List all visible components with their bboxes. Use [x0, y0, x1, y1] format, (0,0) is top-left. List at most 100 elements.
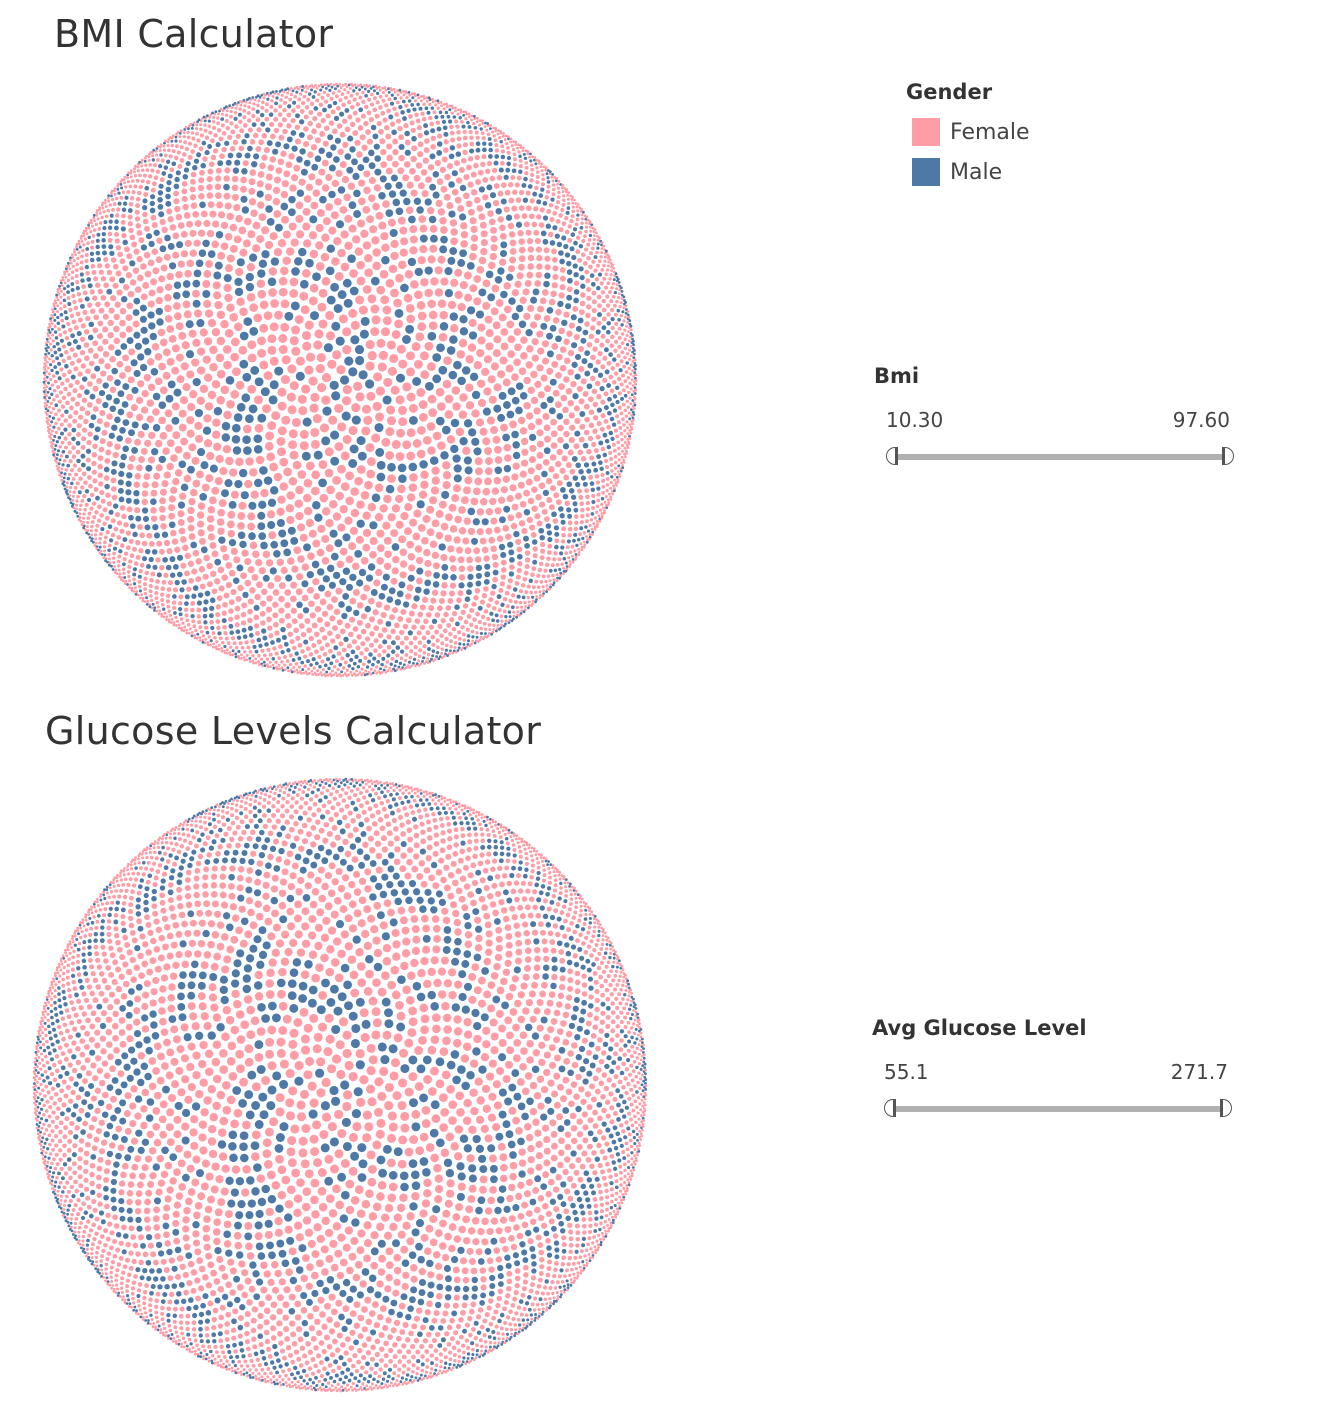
- bubble-female[interactable]: [306, 627, 313, 634]
- bubble-female[interactable]: [89, 506, 94, 511]
- bubble-male[interactable]: [392, 667, 395, 671]
- bubble-female[interactable]: [445, 102, 449, 106]
- bubble-female[interactable]: [550, 442, 558, 449]
- bubble-female[interactable]: [531, 599, 535, 603]
- bubble-female[interactable]: [399, 656, 404, 661]
- bubble-female[interactable]: [342, 385, 352, 395]
- bubble-female[interactable]: [103, 201, 107, 205]
- bubble-male[interactable]: [297, 656, 302, 661]
- bubble-female[interactable]: [583, 429, 590, 436]
- bubble-female[interactable]: [413, 359, 423, 369]
- bubble-female[interactable]: [469, 622, 474, 627]
- bubble-female[interactable]: [110, 532, 116, 538]
- bubble-male[interactable]: [610, 317, 615, 322]
- bubble-female[interactable]: [378, 128, 384, 135]
- bubble-female[interactable]: [312, 578, 320, 586]
- bubble-female[interactable]: [82, 231, 85, 235]
- bubble-female[interactable]: [234, 622, 240, 628]
- bubble-female[interactable]: [617, 458, 621, 462]
- bubble-female[interactable]: [80, 444, 86, 450]
- bubble-male[interactable]: [176, 554, 184, 561]
- bubble-female[interactable]: [336, 365, 346, 375]
- bubble-female[interactable]: [623, 429, 627, 433]
- bubble-female[interactable]: [426, 206, 435, 215]
- bubble-female[interactable]: [518, 205, 525, 211]
- bubble-female[interactable]: [92, 340, 99, 347]
- bubble-female[interactable]: [437, 299, 447, 309]
- bubble-female[interactable]: [266, 647, 271, 653]
- bubble-male[interactable]: [584, 217, 588, 221]
- bubble-female[interactable]: [301, 268, 311, 278]
- bubble-female[interactable]: [247, 617, 253, 624]
- bubble-male[interactable]: [131, 421, 139, 429]
- bubble-female[interactable]: [456, 136, 462, 142]
- bubble-female[interactable]: [339, 547, 348, 556]
- bubble-female[interactable]: [94, 533, 98, 537]
- bubble-female[interactable]: [425, 612, 432, 618]
- bubble-female[interactable]: [344, 516, 353, 525]
- bubble-female[interactable]: [223, 192, 231, 200]
- bubble-female[interactable]: [557, 424, 564, 432]
- bubble-female[interactable]: [61, 344, 67, 349]
- bubble-male[interactable]: [466, 634, 471, 638]
- bubble-female[interactable]: [469, 217, 477, 225]
- bubble-male[interactable]: [178, 131, 182, 135]
- bubble-female[interactable]: [106, 501, 112, 507]
- bubble-male[interactable]: [90, 414, 97, 421]
- bubble-female[interactable]: [454, 268, 463, 277]
- bubble-female[interactable]: [285, 504, 295, 513]
- bubble-male[interactable]: [451, 170, 458, 177]
- bubble-female[interactable]: [78, 476, 83, 481]
- bubble-female[interactable]: [416, 449, 426, 459]
- bubble-male[interactable]: [395, 207, 404, 216]
- bubble-female[interactable]: [373, 669, 377, 673]
- bubble-female[interactable]: [540, 548, 546, 554]
- bubble-female[interactable]: [610, 308, 615, 313]
- bubble-female[interactable]: [269, 356, 279, 366]
- bubble-female[interactable]: [308, 671, 311, 675]
- bubble-male[interactable]: [444, 652, 447, 656]
- bubble-female[interactable]: [485, 329, 494, 338]
- bubble-male[interactable]: [565, 565, 569, 568]
- bubble-female[interactable]: [629, 372, 633, 376]
- bubble-male[interactable]: [208, 613, 214, 619]
- bubble-female[interactable]: [389, 353, 399, 364]
- bubble-female[interactable]: [271, 663, 275, 667]
- bubble-male[interactable]: [544, 272, 551, 279]
- bubble-female[interactable]: [89, 289, 95, 295]
- bubble-female[interactable]: [408, 655, 413, 660]
- bubble-female[interactable]: [183, 474, 192, 483]
- bubble-female[interactable]: [435, 199, 443, 208]
- bubble-female[interactable]: [261, 133, 268, 139]
- bubble-female[interactable]: [620, 455, 624, 459]
- bubble-female[interactable]: [211, 379, 221, 389]
- bubble-female[interactable]: [380, 327, 391, 337]
- bubble-female[interactable]: [332, 476, 341, 485]
- bubble-male[interactable]: [631, 350, 634, 354]
- bubble-female[interactable]: [110, 518, 116, 524]
- bubble-male[interactable]: [455, 151, 462, 157]
- bubble-male[interactable]: [330, 144, 337, 151]
- bubble-female[interactable]: [573, 514, 579, 519]
- bubble-male[interactable]: [210, 625, 215, 631]
- bubble-female[interactable]: [615, 362, 620, 367]
- bubble-female[interactable]: [84, 355, 90, 362]
- bubble-male[interactable]: [435, 416, 445, 426]
- bubble-female[interactable]: [508, 618, 512, 622]
- bubble-female[interactable]: [224, 264, 233, 273]
- bubble-female[interactable]: [358, 197, 366, 206]
- bubble-female[interactable]: [428, 605, 435, 611]
- bubble-female[interactable]: [199, 328, 208, 337]
- bubble-female[interactable]: [588, 533, 592, 536]
- bubble-female[interactable]: [624, 414, 629, 418]
- bubble-male[interactable]: [500, 602, 505, 607]
- bubble-male[interactable]: [357, 451, 367, 461]
- bubble-male[interactable]: [546, 176, 550, 180]
- bubble-female[interactable]: [348, 542, 357, 551]
- bubble-female[interactable]: [147, 259, 155, 267]
- bubble-male[interactable]: [367, 563, 376, 571]
- bubble-female[interactable]: [473, 594, 479, 601]
- bubble-female[interactable]: [522, 288, 530, 296]
- bubble-female[interactable]: [561, 202, 566, 207]
- bubble-female[interactable]: [265, 173, 273, 181]
